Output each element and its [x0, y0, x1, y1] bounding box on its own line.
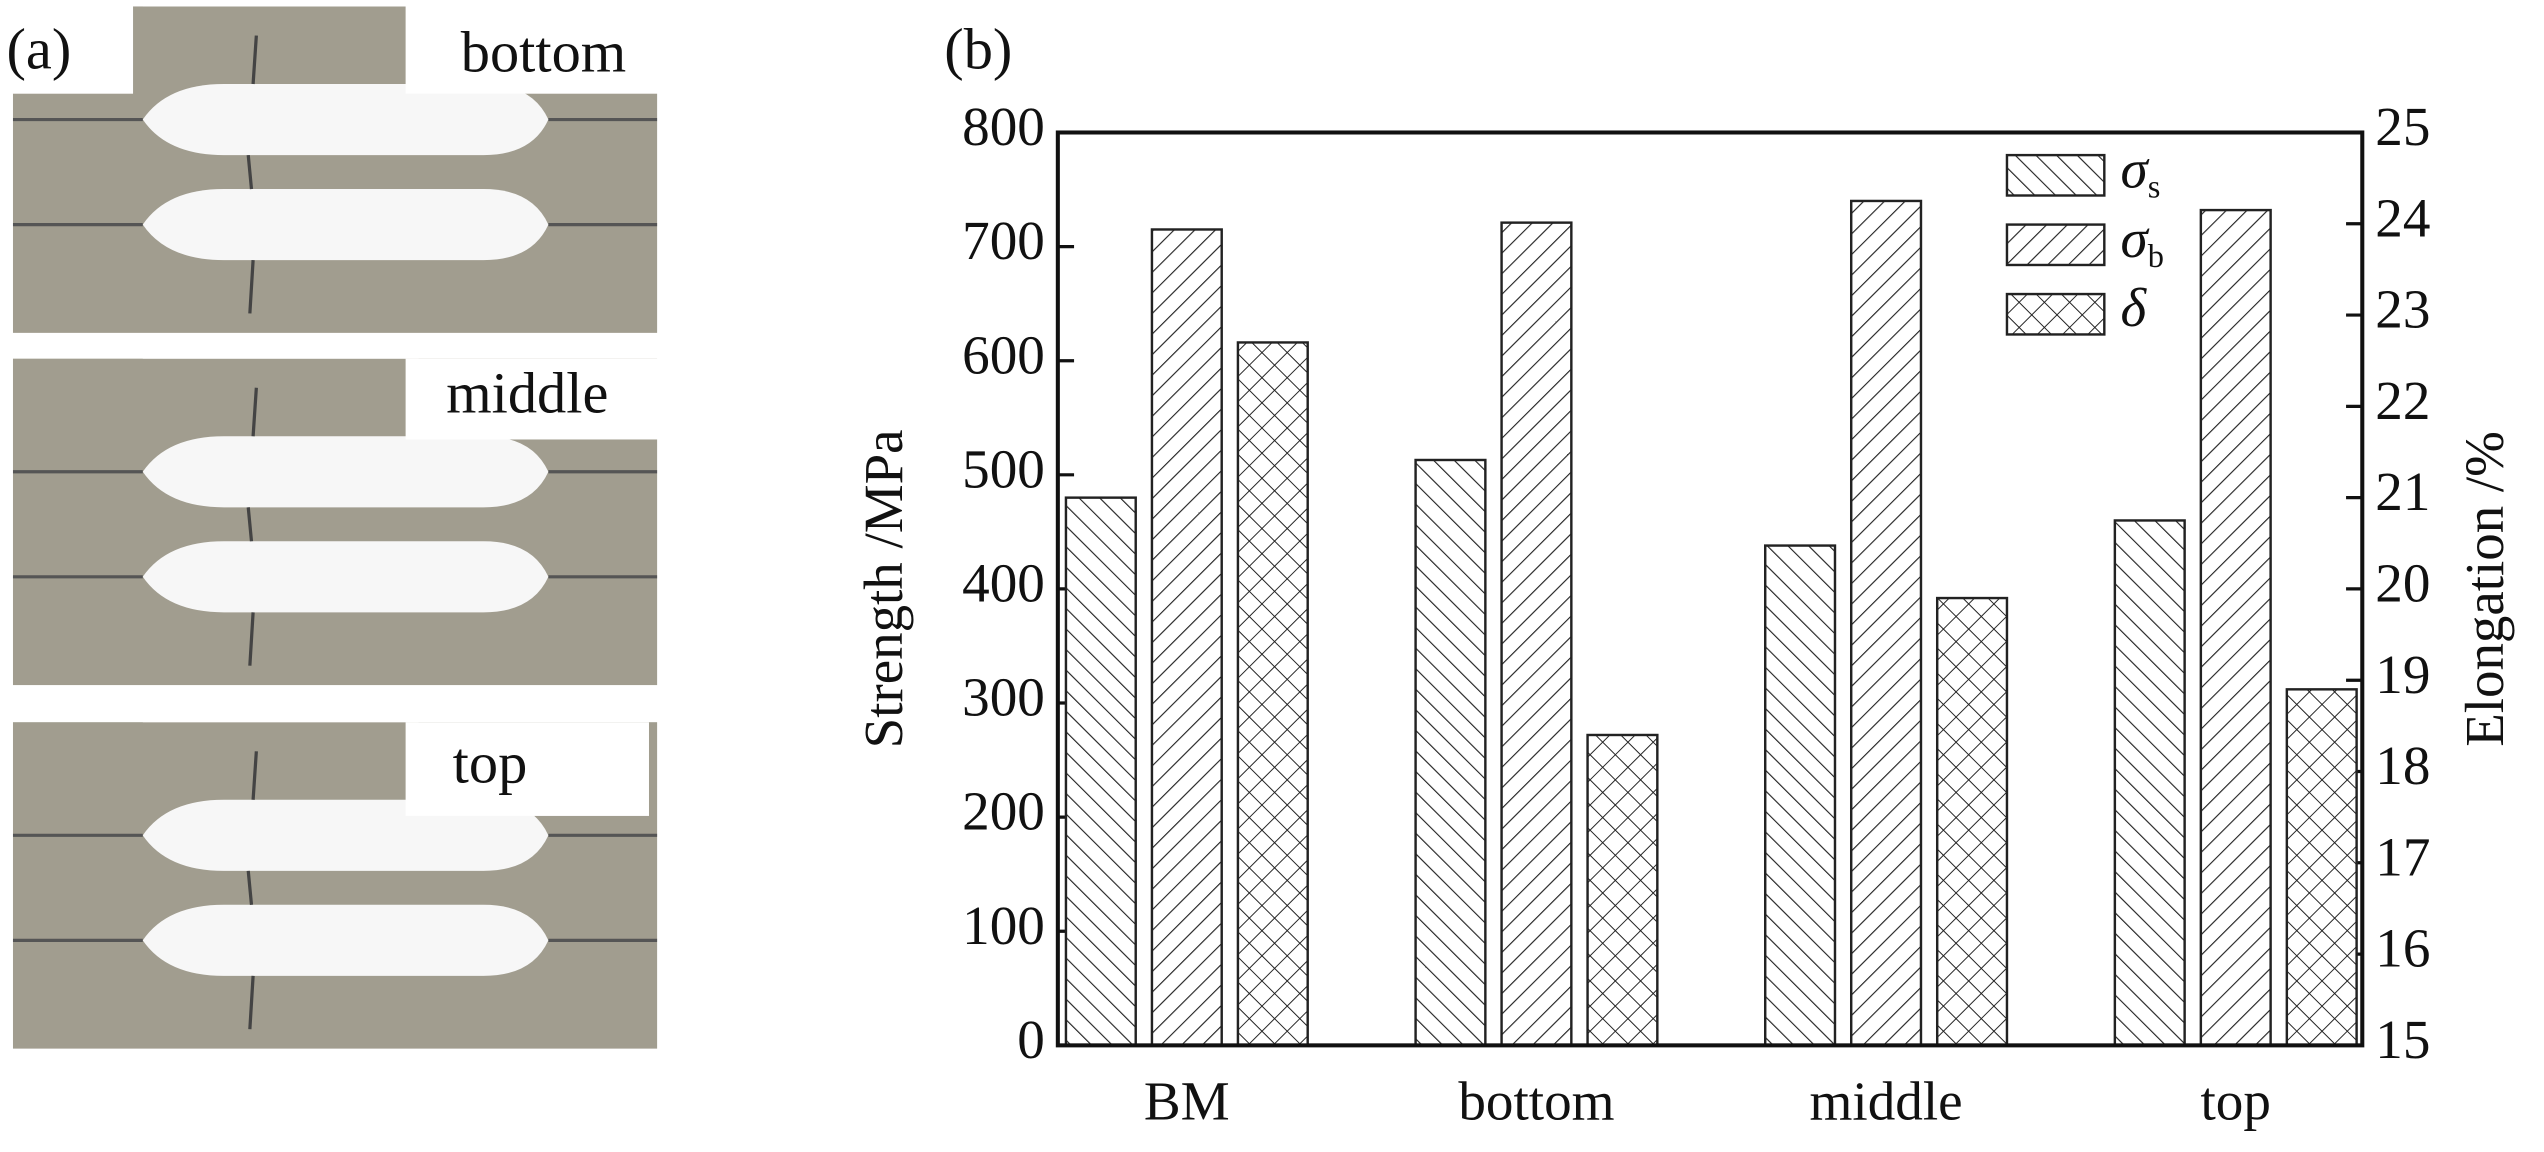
- y2-tick-label: 17: [2375, 826, 2430, 887]
- bar: [1064, 496, 1137, 1047]
- legend-label: δ: [2121, 277, 2148, 338]
- y-tick-label: 700: [962, 210, 1045, 271]
- y-tick-label: 600: [962, 324, 1045, 385]
- y-tick-label: 200: [962, 781, 1045, 842]
- legend-label: σb: [2121, 208, 2164, 276]
- y-tick-label: 0: [1017, 1009, 1045, 1070]
- y-axis-title: Strength /MPa: [853, 430, 914, 749]
- photo-panel: (a) bottom middle top: [0, 0, 666, 1051]
- legend-label: σs: [2121, 138, 2161, 206]
- y2-tick-label: 23: [2375, 279, 2430, 340]
- y2-tick-label: 20: [2375, 553, 2430, 614]
- panel-label: (a): [6, 16, 71, 81]
- y-tick-label: 400: [962, 553, 1045, 614]
- bar: [1500, 221, 1573, 1047]
- bar: [2113, 519, 2186, 1047]
- panel-label: (b): [944, 16, 1012, 81]
- y-tick-label: 300: [962, 667, 1045, 728]
- y2-tick-label: 18: [2375, 735, 2430, 796]
- y2-tick-label: 21: [2375, 461, 2430, 522]
- bar: [2285, 688, 2358, 1047]
- bar: [1586, 733, 1659, 1047]
- bar: [2199, 208, 2272, 1047]
- plot-frame: [1055, 130, 2365, 1048]
- bar: [1764, 544, 1837, 1047]
- legend-swatch: [2005, 292, 2106, 336]
- y2-tick-label: 16: [2375, 918, 2430, 979]
- photo-label: top: [453, 731, 528, 796]
- bar: [1935, 596, 2009, 1047]
- bar: [1150, 228, 1223, 1047]
- x-tick-label: BM: [1144, 1070, 1230, 1131]
- bar: [1414, 458, 1487, 1047]
- x-tick-label: bottom: [1458, 1070, 1614, 1131]
- y2-axis-title: Elongation /%: [2454, 431, 2515, 747]
- legend-swatch: [2005, 223, 2106, 267]
- y-tick-label: 500: [962, 439, 1045, 500]
- bar: [1849, 199, 1923, 1047]
- y-tick-label: 800: [962, 96, 1045, 157]
- y2-tick-label: 15: [2375, 1009, 2430, 1070]
- legend-swatch: [2005, 153, 2106, 197]
- y-tick-label: 100: [962, 895, 1045, 956]
- bar: [1236, 341, 1309, 1047]
- y2-tick-label: 22: [2375, 370, 2430, 431]
- photo-label: bottom: [461, 20, 626, 85]
- photo-label: middle: [446, 361, 608, 426]
- y2-tick-label: 24: [2375, 187, 2430, 248]
- y2-tick-label: 25: [2375, 96, 2430, 157]
- y2-tick-label: 19: [2375, 644, 2430, 705]
- x-tick-label: top: [2200, 1070, 2270, 1131]
- x-tick-label: middle: [1810, 1070, 1963, 1131]
